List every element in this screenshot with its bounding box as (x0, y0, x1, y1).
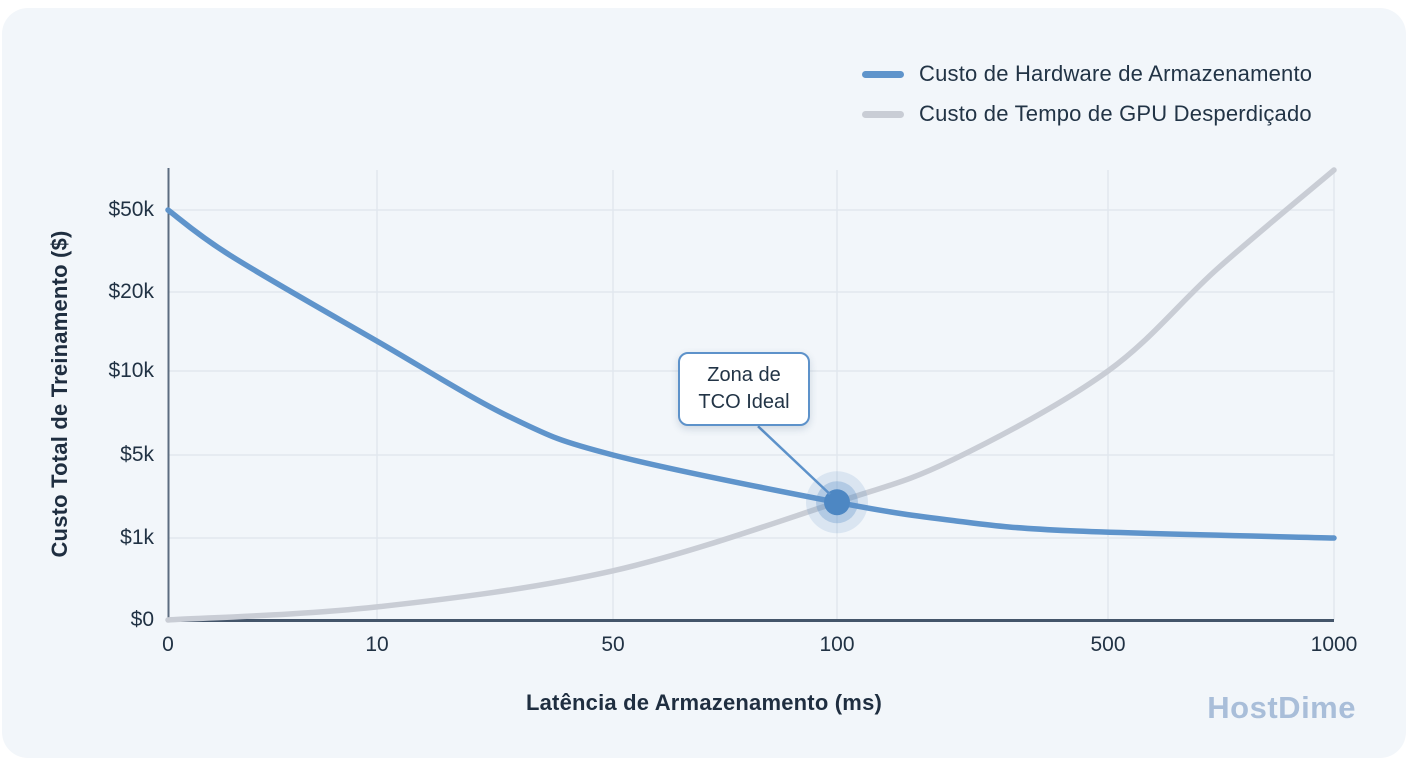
legend-item: Custo de Hardware de Armazenamento (862, 60, 1312, 88)
hostdime-logo: HostDime (1207, 690, 1356, 725)
legend-swatch-icon (862, 110, 904, 118)
annotation-callout-box: Zona de TCO Ideal (678, 352, 810, 427)
x-axis-title: Latência de Armazenamento (ms) (525, 690, 883, 715)
x-tick-label: 50 (601, 633, 625, 656)
y-tick-label: $20k (108, 280, 154, 303)
annotation-text-line2: TCO Ideal (698, 391, 790, 414)
legend-label: Custo de Tempo de GPU Desperdiçado (919, 101, 1312, 126)
y-axis-title: Custo Total de Treinamento ($) (47, 230, 72, 558)
x-tick-label: 1000 (1310, 633, 1358, 656)
y-tick-label: $1k (120, 526, 154, 549)
legend-item: Custo de Tempo de GPU Desperdiçado (862, 100, 1312, 128)
annotation-callout-line (757, 425, 831, 496)
y-tick-label: $50k (108, 198, 154, 221)
chart-legend: Custo de Hardware de Armazenamento Custo … (862, 60, 1312, 140)
y-tick-label: $0 (130, 608, 154, 631)
annotation-text-line1: Zona de (707, 364, 781, 387)
x-tick-label: 100 (819, 633, 855, 656)
intersection-point-marker (824, 489, 850, 516)
legend-label: Custo de Hardware de Armazenamento (919, 61, 1313, 86)
y-tick-label: $5k (120, 443, 154, 466)
x-tick-label: 0 (162, 633, 174, 656)
series-line (165, 207, 1337, 541)
series-line (165, 167, 1337, 623)
legend-swatch-icon (862, 70, 904, 78)
x-tick-label: 10 (365, 633, 389, 656)
y-tick-label: $10k (108, 359, 154, 382)
x-tick-label: 500 (1090, 633, 1126, 656)
